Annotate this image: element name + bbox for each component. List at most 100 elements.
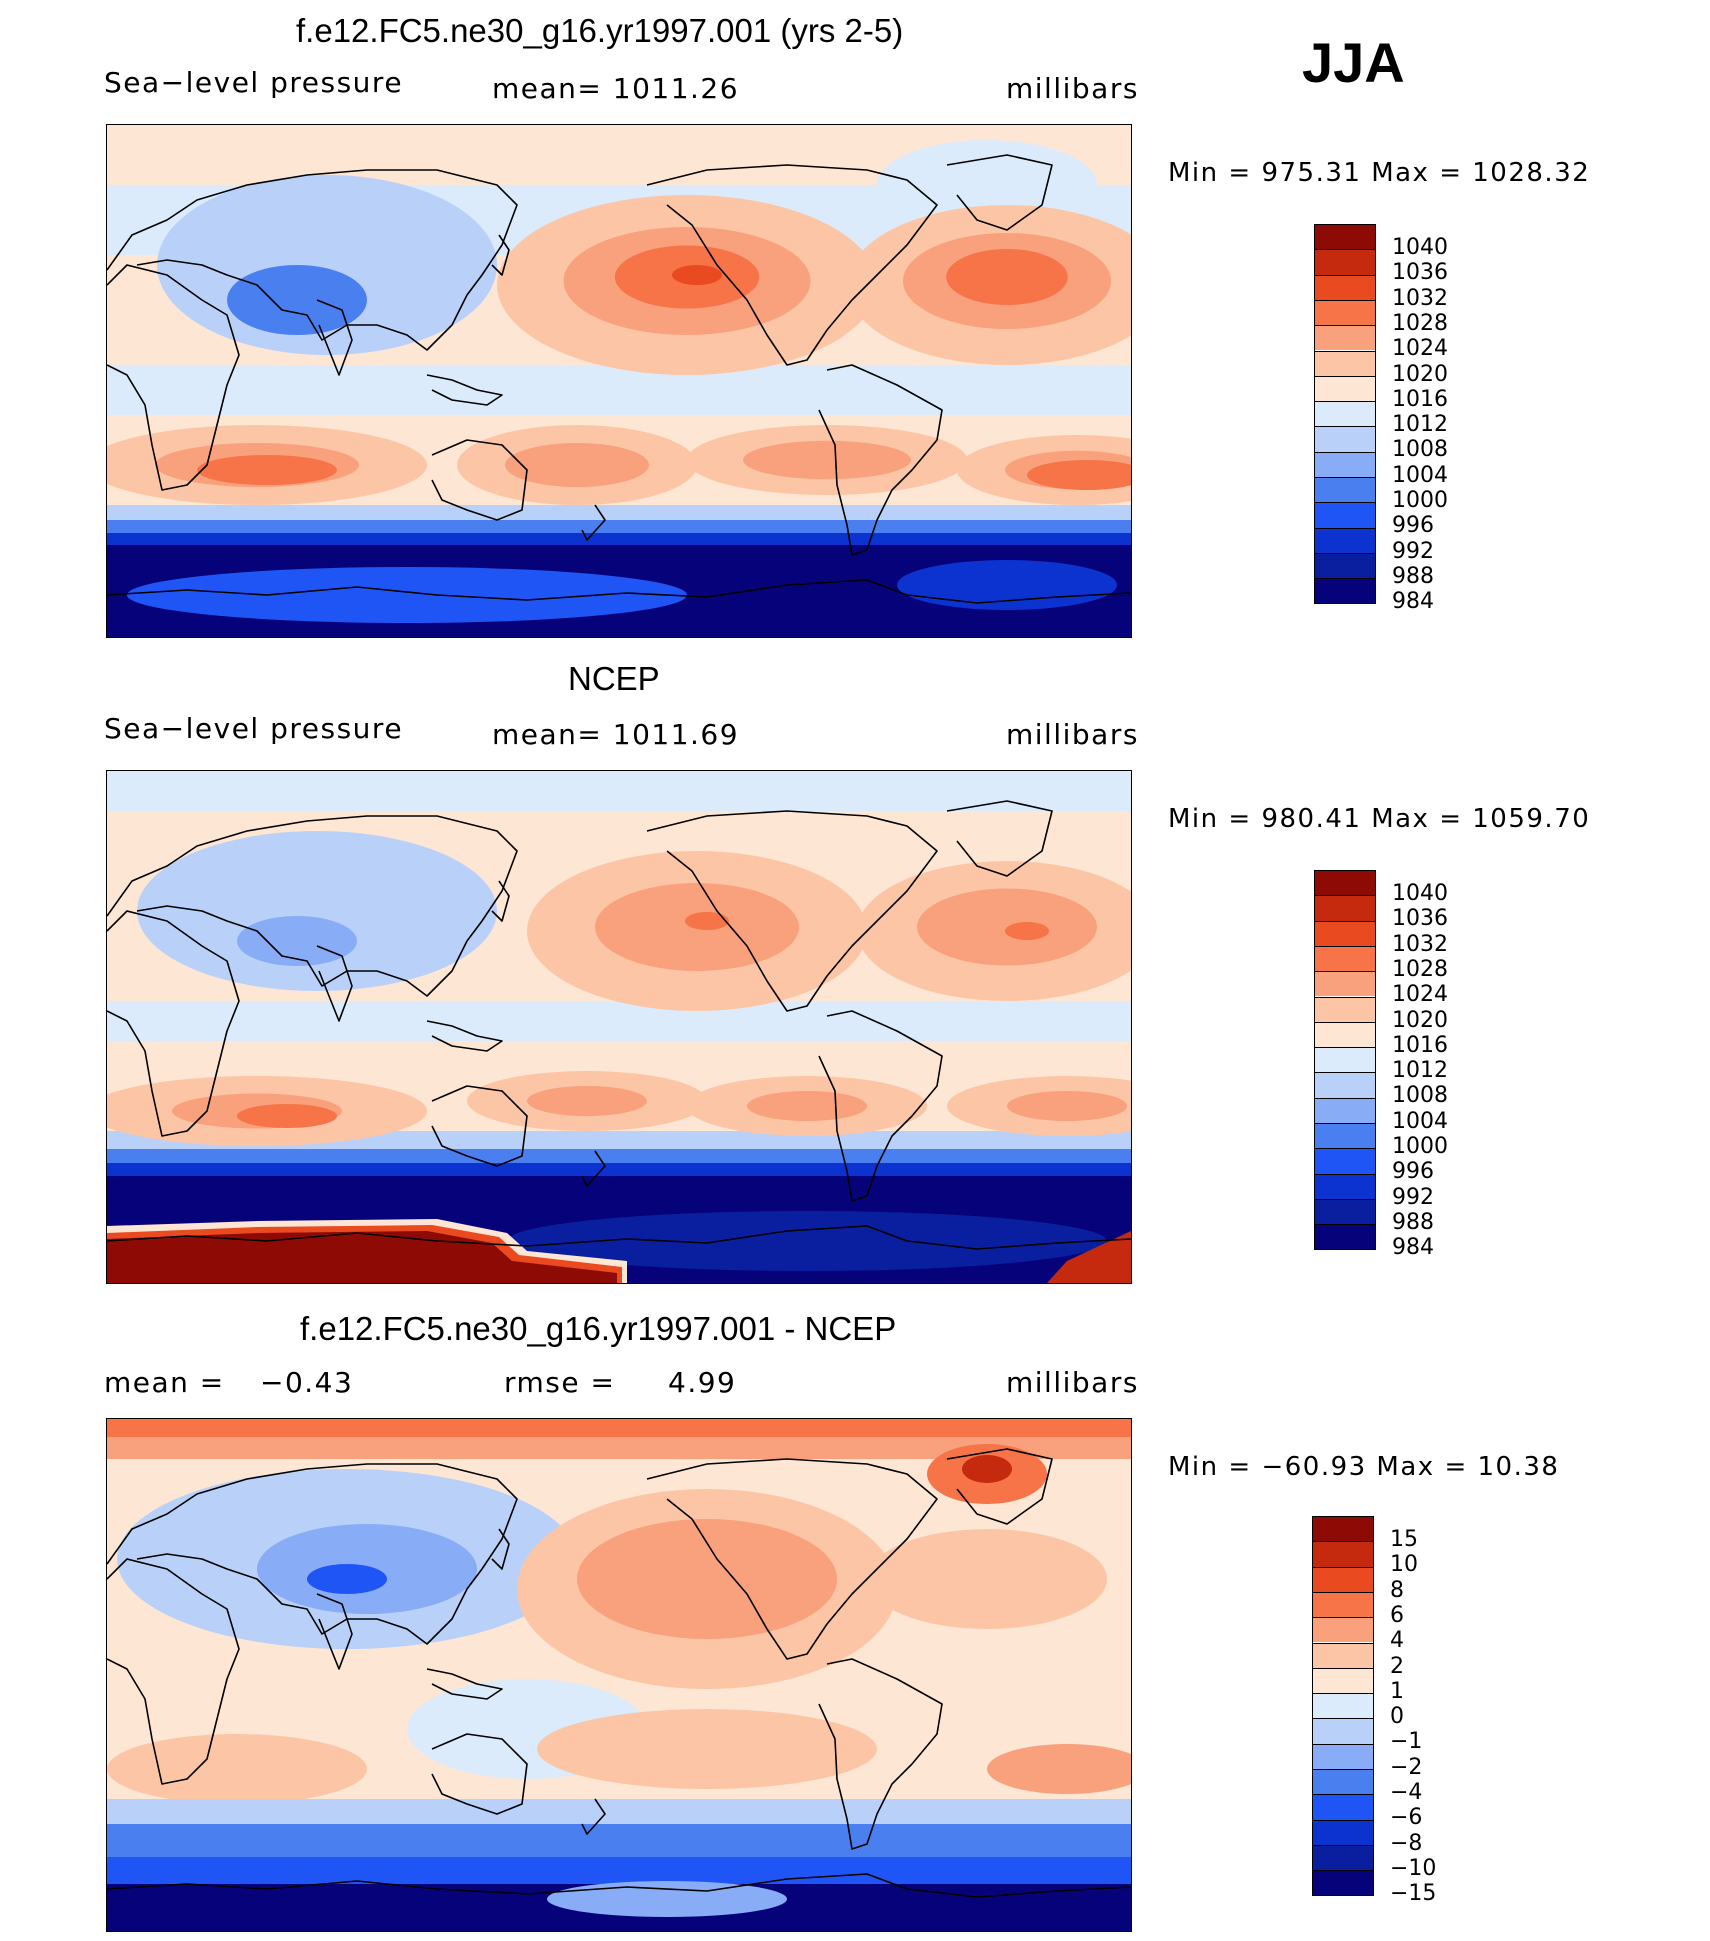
panel2-map-svg — [107, 771, 1131, 1283]
panel3-colorbar-label: 2 — [1390, 1653, 1404, 1679]
panel1-southern-high — [505, 443, 649, 487]
panel2-variable-label: Sea−level pressure — [104, 712, 404, 745]
panel1-map-svg — [107, 125, 1131, 637]
panel3-colorbar: 15 10 8 6 4 2 1 0 −1 −2 −4 −6 −8 −10 −15 — [1312, 1516, 1472, 1922]
panel3-colorbar-label: −6 — [1390, 1805, 1423, 1831]
panel2-colorbar-swatch — [1314, 945, 1376, 972]
panel1-coastline — [107, 579, 1131, 604]
panel3-map — [106, 1418, 1132, 1932]
panel1-colorbar-label: 1000 — [1392, 488, 1448, 513]
panel3-coastline — [946, 1448, 1053, 1525]
panel3-minmax: Min = −60.93 Max = 10.38 — [1168, 1452, 1560, 1482]
panel3-coastline — [107, 1558, 240, 1785]
panel1-antarctic-patch — [897, 560, 1117, 610]
panel3-colorbar-swatch — [1312, 1870, 1374, 1896]
panel3-colorbar-swatch — [1312, 1743, 1374, 1769]
panel2-colorbar-label: 1012 — [1392, 1058, 1448, 1084]
panel1-colorbar-label: 1012 — [1392, 412, 1448, 438]
panel1-colorbar-swatch — [1314, 477, 1376, 503]
panel3-band-arctic — [107, 1419, 1131, 1439]
panel1-colorbar-label: 1020 — [1392, 361, 1448, 387]
panel1-coastline — [107, 169, 518, 351]
panel1-colorbar-swatch — [1314, 527, 1376, 553]
panel2-colorbar-label: 1004 — [1392, 1108, 1448, 1134]
panel2-colorbar-swatch — [1314, 920, 1376, 946]
panel1-map — [106, 124, 1132, 638]
panel3-coastline — [818, 1658, 943, 1850]
panel2-coastline — [818, 1010, 943, 1202]
panel2-minmax: Min = 980.41 Max = 1059.70 — [1168, 804, 1591, 834]
panel2-southern-high-core — [237, 1104, 337, 1128]
panel1-colorbar-label: 1040 — [1392, 235, 1448, 260]
panel1-colorbar-frame — [1314, 224, 1376, 604]
panel3-colorbar-label: −4 — [1390, 1780, 1423, 1805]
panel1-colorbar-label: 1036 — [1392, 260, 1448, 286]
panel1-colorbar-label: 984 — [1392, 589, 1434, 615]
panel3-colorbar-swatch — [1312, 1516, 1374, 1542]
panel1-mean-label: mean= 1011.26 — [492, 72, 740, 105]
panel3-greenland-anomaly-core — [962, 1455, 1012, 1483]
panel1-colorbar-label: 1032 — [1392, 285, 1448, 311]
panel3-band-so-3 — [107, 1857, 1131, 1887]
panel1-colorbar-swatch — [1314, 451, 1376, 477]
panel2-colorbar-label: 984 — [1392, 1235, 1434, 1261]
panel3-colorbar-swatch — [1312, 1642, 1374, 1668]
panel1-southern-high — [743, 440, 911, 480]
panel3-coastline — [316, 1593, 353, 1670]
panel2-colorbar-frame — [1314, 870, 1376, 1250]
panel1-colorbar-label: 996 — [1392, 513, 1434, 539]
panel1-units-label: millibars — [1006, 72, 1139, 105]
panel3-colorbar-label: −1 — [1390, 1729, 1423, 1755]
panel1-colorbar-swatch — [1314, 274, 1376, 300]
panel2-coastline — [316, 945, 353, 1022]
panel3-colorbar-label: −2 — [1390, 1754, 1423, 1780]
panel2-antarctic-plateau-east — [1047, 1231, 1131, 1283]
panel3-coastline — [581, 1798, 606, 1835]
panel2-coastline — [107, 910, 240, 1137]
panel2-coastline — [107, 815, 518, 997]
season-label: JJA — [1302, 31, 1405, 94]
panel3-coastline — [431, 1733, 528, 1815]
panel2-band-so-3 — [107, 1163, 1131, 1179]
panel2-colorbar-label: 1028 — [1392, 956, 1448, 982]
panel2-colorbar-swatch — [1314, 1198, 1376, 1225]
panel1-colorbar-swatch — [1314, 502, 1376, 528]
panel2-colorbar-swatch — [1314, 1097, 1376, 1123]
panel2-antarctic-patch — [507, 1211, 1107, 1271]
panel1-antarctic-patch — [127, 567, 687, 623]
panel3-south-indian-anomaly — [107, 1734, 367, 1804]
panel2-high-core — [685, 912, 729, 930]
panel2-units-label: millibars — [1006, 718, 1139, 751]
panel1-colorbar-swatch — [1314, 249, 1376, 275]
panel3-coastline — [107, 1463, 518, 1645]
panel2-colorbar-label: 1016 — [1392, 1032, 1448, 1058]
panel2-colorbar-label: 992 — [1392, 1184, 1434, 1210]
panel3-band-arctic-2 — [107, 1437, 1131, 1459]
panel2-colorbar-label: 996 — [1392, 1159, 1434, 1185]
panel1-colorbar-label: 988 — [1392, 563, 1434, 589]
panel1-asian-low-core — [227, 265, 367, 335]
panel2-southern-high — [1007, 1091, 1127, 1121]
panel1-minmax: Min = 975.31 Max = 1028.32 — [1168, 158, 1591, 188]
panel1-colorbar-swatch — [1314, 325, 1376, 351]
panel1-coastline — [426, 374, 503, 406]
panel1-colorbar-label: 1004 — [1392, 462, 1448, 488]
panel3-colorbar-label: −15 — [1390, 1881, 1437, 1907]
panel3-colorbar-swatch — [1312, 1693, 1374, 1719]
panel3-units-label: millibars — [1006, 1366, 1139, 1399]
panel2-coastline — [491, 880, 510, 922]
panel2-coastline — [946, 800, 1053, 877]
panel3-tibet-anomaly — [307, 1564, 387, 1594]
panel2-colorbar-swatch — [1314, 1021, 1376, 1048]
panel1-variable-label: Sea−level pressure — [104, 66, 404, 99]
panel2-coastline — [107, 1225, 1131, 1250]
panel2-colorbar-swatch — [1314, 1072, 1376, 1098]
panel2-map — [106, 770, 1132, 1284]
panel3-coastline — [646, 1458, 938, 1660]
panel3-coastline — [107, 1873, 1131, 1898]
panel1-colorbar-label: 1008 — [1392, 437, 1448, 463]
panel2-colorbar-swatch — [1314, 895, 1376, 921]
panel2-southern-high — [527, 1086, 647, 1116]
panel3-coastline — [426, 1668, 503, 1700]
panel2-coastline — [646, 810, 938, 1012]
